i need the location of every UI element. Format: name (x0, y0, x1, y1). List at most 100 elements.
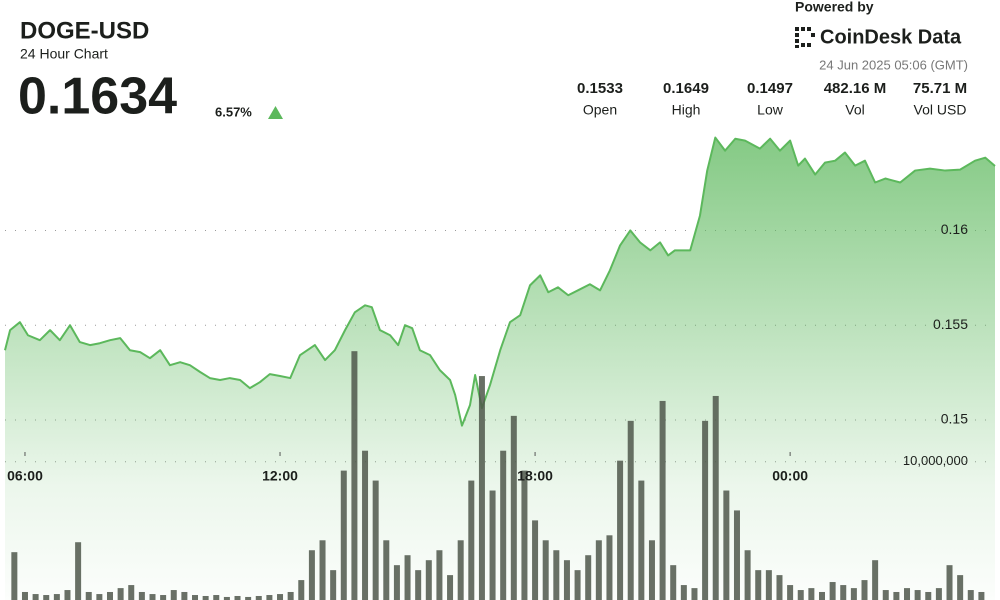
volume-bar (415, 570, 422, 600)
volume-bar (957, 575, 964, 600)
brand-logo (795, 27, 815, 48)
volume-bar (255, 595, 262, 600)
volume-bar (627, 420, 634, 600)
powered-by: Powered by (795, 0, 874, 15)
stat-label: Vol (845, 102, 864, 118)
volume-bar (829, 582, 836, 600)
volume-bar (946, 565, 953, 600)
x-tick-label: 18:00 (517, 468, 553, 484)
volume-bar (202, 595, 209, 600)
volume-bar (574, 570, 581, 600)
volume-bar (691, 588, 698, 600)
chart-subtitle: 24 Hour Chart (20, 46, 108, 62)
volume-bar (648, 540, 655, 600)
volume-bar (308, 550, 315, 600)
stat-value: 482.16 M (824, 80, 887, 97)
volume-bar (882, 590, 889, 600)
volume-bar (893, 591, 900, 600)
volume-bar (372, 480, 379, 600)
volume-bar (64, 590, 71, 600)
volume-bar (11, 552, 18, 600)
volume-bar (563, 560, 570, 600)
volume-bar (542, 540, 549, 600)
volume-bar (128, 585, 135, 600)
volume-bar (383, 540, 390, 600)
volume-bar (638, 480, 645, 600)
current-price: 0.1634 (18, 68, 177, 126)
price-line (4, 136, 996, 427)
volume-bar (840, 585, 847, 600)
x-tick-label: 00:00 (772, 468, 808, 484)
plot-area: 0.15 0.155 0.16 10,000,000 06:00 12:00 18:00 00… (4, 136, 996, 600)
timestamp: 24 Jun 2025 05:06 (GMT) (819, 57, 968, 72)
volume-bar (447, 575, 454, 600)
volume-bar (43, 595, 50, 600)
stat-label: High (672, 102, 701, 118)
volume-bar (468, 480, 475, 600)
volume-bar (160, 595, 167, 600)
volume-bar (712, 395, 719, 600)
volume-bar (532, 520, 539, 600)
volume-bar (500, 450, 507, 600)
stat-value: 0.1533 (577, 80, 623, 97)
volume-bar (393, 565, 400, 600)
volume-bar (787, 585, 794, 600)
volume-bar (595, 540, 602, 600)
stat-label: Vol USD (914, 102, 967, 118)
volume-bar (904, 588, 911, 600)
volume-bar (425, 560, 432, 600)
volume-bar (277, 594, 284, 600)
volume-bar (521, 470, 528, 600)
volume-bar (797, 590, 804, 600)
volume-bar (138, 591, 145, 600)
volume-bar (925, 591, 932, 600)
volume-bar (75, 542, 82, 600)
stat-value: 75.71 M (913, 80, 967, 97)
volume-bar (914, 590, 921, 600)
volume-bar (489, 490, 496, 600)
volume-bar (744, 550, 751, 600)
volume-bar (765, 570, 772, 600)
volume-bar (117, 588, 124, 600)
stat-value: 0.1497 (747, 80, 793, 97)
volume-bar (606, 535, 613, 600)
volume-bar (96, 594, 103, 600)
volume-bar (733, 510, 740, 600)
y-tick-label: 0.15 (941, 411, 968, 427)
stat-label: Low (757, 102, 784, 118)
volume-bar (106, 591, 113, 600)
volume-bar (234, 595, 241, 600)
volume-bar (319, 540, 326, 600)
brand-name: CoinDesk Data (820, 26, 962, 48)
chart-title: DOGE-USD (20, 17, 149, 44)
volume-bar (330, 570, 337, 600)
volume-bar (585, 555, 592, 600)
volume-bar (404, 555, 411, 600)
up-indicator (268, 106, 283, 119)
volume-bar (478, 376, 485, 600)
volume-bar (776, 575, 783, 600)
volume-bar (553, 550, 560, 600)
volume-bar (287, 591, 294, 600)
volume-bar (967, 590, 974, 600)
volume-bar (978, 591, 985, 600)
volume-bar (680, 585, 687, 600)
price-change: 6.57% (215, 104, 252, 119)
volume-bar (617, 460, 624, 600)
y-tick-label: 0.16 (941, 221, 968, 237)
volume-bar (808, 588, 815, 600)
volume-bar (213, 595, 220, 600)
volume-bar (266, 595, 273, 600)
stats: 0.1533 Open 0.1649 High 0.1497 Low 482.16 M Vol… (577, 80, 967, 118)
volume-bar (351, 351, 358, 600)
volume-bar (170, 590, 177, 600)
volume-bar (245, 596, 252, 600)
volume-bar (340, 470, 347, 600)
volume-bar (755, 570, 762, 600)
volume-bar (298, 580, 305, 600)
volume-bar (192, 595, 199, 600)
volume-bar (659, 400, 666, 600)
volume-bar (935, 588, 942, 600)
volume-bar (149, 594, 156, 600)
